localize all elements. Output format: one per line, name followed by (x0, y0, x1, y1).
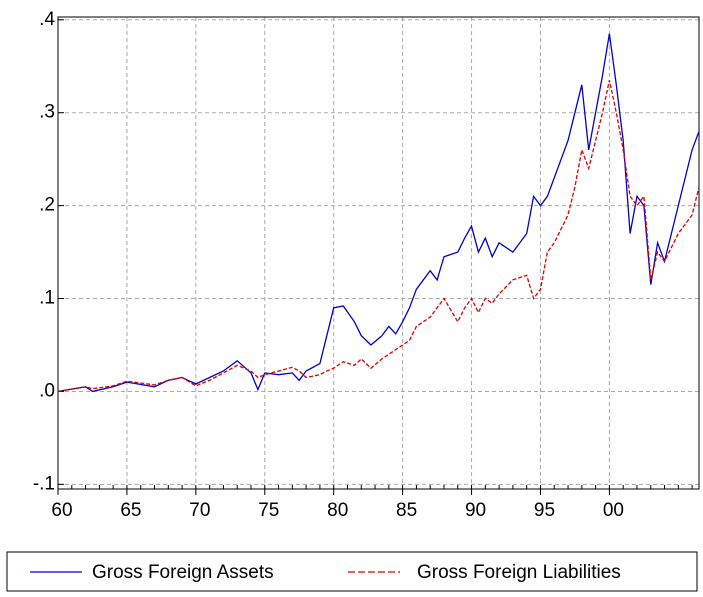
y-tick-label: -.1 (33, 473, 55, 494)
x-tick-label: 00 (603, 500, 624, 521)
x-tick-label: 75 (258, 500, 279, 521)
x-tick-label: 80 (327, 500, 348, 521)
legend-label: Gross Foreign Assets (92, 562, 274, 583)
y-tick-label: .3 (39, 102, 55, 123)
series-line (57, 33, 700, 393)
x-tick-label: 85 (396, 500, 417, 521)
plot-frame (57, 16, 700, 490)
y-tick-label: .4 (39, 9, 55, 30)
legend-label: Gross Foreign Liabilities (417, 562, 621, 583)
x-tick-label: 65 (120, 500, 141, 521)
x-tick-label: 95 (534, 500, 555, 521)
y-tick-label: .1 (39, 288, 55, 309)
y-tick-label: .0 (39, 380, 55, 401)
series-line (57, 80, 700, 393)
x-tick-label: 70 (189, 500, 210, 521)
x-tick-label: 60 (51, 500, 72, 521)
y-tick-label: .2 (39, 195, 55, 216)
x-tick-label: 90 (465, 500, 486, 521)
